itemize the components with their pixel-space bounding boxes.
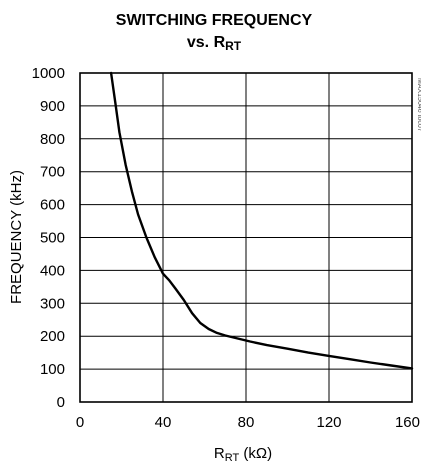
series-line xyxy=(109,71,414,370)
chart-title-line2: vs. RRT xyxy=(187,34,242,53)
x-tick-label: 0 xyxy=(76,414,84,431)
y-axis-label: FREQUENCY (kHz) xyxy=(8,170,25,304)
y-tick-label: 1000 xyxy=(32,65,65,82)
y-tick-label: 600 xyxy=(40,197,65,214)
grid-lines xyxy=(79,72,413,403)
chart-title-prefix: vs. R xyxy=(187,34,226,51)
y-tick-label: 300 xyxy=(40,295,65,312)
x-tick-label: 160 xyxy=(395,414,420,431)
plot-frame xyxy=(79,72,413,403)
y-tick-label: 200 xyxy=(40,328,65,345)
chart-title-line1: SWITCHING FREQUENCY xyxy=(116,12,313,29)
chart-title-sub: RT xyxy=(225,39,242,53)
x-tick-label: 40 xyxy=(155,414,172,431)
y-tick-label: 0 xyxy=(57,394,65,411)
x-tick-labels: 0 40 80 120 160 xyxy=(76,414,420,431)
y-tick-label: 500 xyxy=(40,230,65,247)
x-axis-label-main: R xyxy=(214,445,225,462)
y-tick-label: 900 xyxy=(40,98,65,115)
y-tick-label: 100 xyxy=(40,361,65,378)
x-axis-label-sub: RT xyxy=(225,452,240,462)
x-tick-label: 80 xyxy=(238,414,255,431)
y-tick-label: 400 xyxy=(40,262,65,279)
y-tick-label: 800 xyxy=(40,131,65,148)
y-tick-labels: 0 100 200 300 400 500 600 700 800 900 1000 xyxy=(32,65,65,411)
part-id-label: MAX15046 toc07 xyxy=(416,78,421,132)
x-axis-label: RRT (kΩ) xyxy=(214,445,272,462)
x-tick-label: 120 xyxy=(316,414,341,431)
y-tick-label: 700 xyxy=(40,164,65,181)
x-axis-label-unit: (kΩ) xyxy=(239,445,272,462)
